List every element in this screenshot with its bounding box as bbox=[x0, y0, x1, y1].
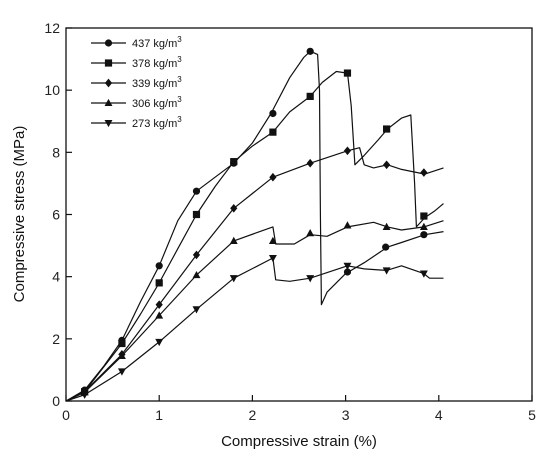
legend-label: 437 kg/m3 bbox=[132, 35, 182, 50]
legend-label-superscript: 3 bbox=[177, 75, 182, 84]
legend-label-text: 339 kg/m bbox=[132, 78, 177, 90]
series-3-marker bbox=[343, 221, 352, 229]
y-tick-label: 8 bbox=[52, 144, 60, 160]
plot-layer bbox=[65, 47, 444, 402]
legend-marker bbox=[104, 59, 113, 67]
y-axis-title: Compressive stress (MPa) bbox=[11, 126, 28, 303]
x-tick-label: 1 bbox=[155, 407, 163, 423]
y-tick-label: 6 bbox=[52, 207, 60, 223]
legend-marker bbox=[104, 119, 113, 128]
x-tick-label: 3 bbox=[342, 407, 350, 423]
y-tick-label: 0 bbox=[52, 393, 60, 409]
series-line-0 bbox=[65, 50, 444, 402]
legend-label-text: 306 kg/m bbox=[132, 98, 177, 110]
series-4-marker bbox=[229, 275, 238, 283]
series-3-marker bbox=[229, 236, 238, 244]
legend-label: 378 kg/m3 bbox=[132, 55, 182, 70]
x-tick-label: 0 bbox=[62, 407, 70, 423]
series-2-marker bbox=[383, 160, 391, 170]
series-1-marker bbox=[155, 279, 163, 287]
series-0-marker bbox=[192, 187, 201, 195]
series-0-marker bbox=[420, 231, 428, 239]
series-1-marker bbox=[230, 158, 238, 166]
series-1-marker bbox=[306, 92, 314, 100]
series-0-marker bbox=[306, 47, 314, 55]
series-2-marker bbox=[192, 250, 201, 260]
series-3-marker bbox=[306, 229, 315, 237]
legend-marker bbox=[104, 78, 113, 88]
x-axis-title: Compressive strain (%) bbox=[221, 433, 377, 450]
series-2-marker bbox=[230, 203, 238, 213]
series-1-marker bbox=[420, 212, 428, 220]
series-1-marker bbox=[343, 69, 352, 77]
series-4-marker bbox=[80, 391, 89, 399]
series-3-marker bbox=[117, 351, 126, 359]
series-4-marker bbox=[155, 338, 164, 347]
legend-label-text: 437 kg/m bbox=[132, 38, 177, 50]
y-tick-label: 4 bbox=[52, 269, 60, 285]
series-3-marker bbox=[192, 270, 201, 279]
legend-label-text: 273 kg/m bbox=[132, 118, 177, 130]
series-0-marker bbox=[343, 268, 352, 276]
series-4-marker bbox=[306, 275, 315, 283]
series-2-marker bbox=[343, 146, 352, 156]
series-0-marker bbox=[269, 109, 277, 118]
series-2-marker bbox=[269, 172, 277, 182]
series-3-marker bbox=[382, 222, 391, 230]
series-3-marker bbox=[155, 311, 164, 319]
series-line-2 bbox=[65, 147, 444, 402]
x-tick-label: 4 bbox=[435, 407, 443, 423]
legend-label-text: 378 kg/m bbox=[132, 58, 177, 70]
series-line-3 bbox=[65, 220, 444, 402]
series-0-marker bbox=[155, 262, 163, 270]
series-line-4 bbox=[65, 257, 444, 402]
series-line-1 bbox=[65, 70, 444, 402]
series-1-marker bbox=[383, 125, 391, 133]
legend-label-superscript: 3 bbox=[177, 35, 182, 44]
series-4-marker bbox=[419, 270, 428, 278]
series-4-marker bbox=[268, 254, 277, 263]
legend-label: 306 kg/m3 bbox=[132, 95, 182, 110]
series-1-marker bbox=[118, 339, 126, 348]
y-tick-label: 10 bbox=[44, 82, 60, 98]
x-tick-label: 5 bbox=[528, 407, 536, 423]
series-1-marker bbox=[192, 210, 201, 219]
series-4-marker bbox=[192, 306, 201, 314]
x-tick-label: 2 bbox=[249, 407, 257, 423]
series-4-marker bbox=[117, 368, 126, 376]
y-tick-label: 12 bbox=[44, 20, 60, 36]
legend-label-superscript: 3 bbox=[177, 95, 182, 104]
legend-label: 339 kg/m3 bbox=[132, 75, 182, 90]
series-4-marker bbox=[343, 262, 352, 270]
y-tick-label: 2 bbox=[52, 331, 60, 347]
series-3-marker bbox=[419, 222, 428, 230]
legend-label-superscript: 3 bbox=[177, 115, 182, 124]
legend-label: 273 kg/m3 bbox=[132, 115, 182, 130]
legend-marker bbox=[104, 98, 113, 107]
series-2-marker bbox=[306, 158, 314, 168]
legend-marker bbox=[104, 39, 113, 47]
series-1-marker bbox=[269, 128, 277, 136]
series-2-marker bbox=[420, 168, 428, 177]
series-2-marker bbox=[155, 300, 163, 309]
series-3-marker bbox=[268, 236, 277, 244]
legend-label-superscript: 3 bbox=[177, 55, 182, 64]
series-4-marker bbox=[382, 267, 391, 275]
series-0-marker bbox=[382, 243, 390, 251]
